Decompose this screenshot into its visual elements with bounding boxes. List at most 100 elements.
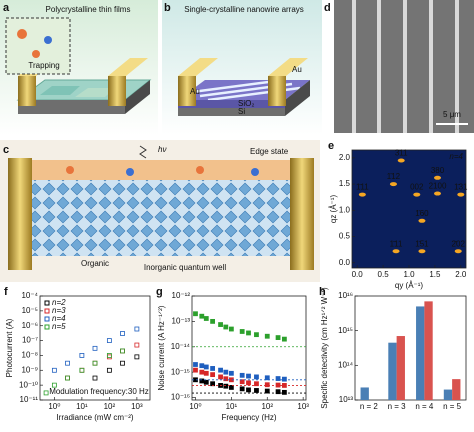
marker [239, 386, 245, 392]
marker [246, 380, 251, 386]
diffraction-spot [434, 191, 441, 196]
marker [79, 353, 85, 358]
marker [193, 311, 198, 317]
legend-label: n=5 [52, 322, 66, 331]
marker [203, 364, 209, 370]
panel-label: d [324, 2, 331, 14]
panel-label: e [328, 140, 334, 152]
marker [281, 389, 287, 395]
x-axis-label: Frequency (Hz) [221, 413, 276, 422]
spot-label: 2̄02 [452, 239, 466, 248]
marker [228, 385, 234, 390]
substrate-side [125, 80, 150, 114]
electrode [290, 158, 314, 270]
plot-background [352, 150, 466, 268]
electrode-top [178, 58, 218, 76]
spot-label: 1̄51 [415, 239, 429, 248]
marker [92, 375, 98, 381]
x-tick-label: 10² [261, 402, 273, 411]
nanowire [455, 0, 459, 133]
marker [254, 381, 259, 387]
plot-frame [39, 295, 151, 401]
y-tick-label: 10¹⁵ [338, 326, 353, 335]
layer-label: Si [238, 107, 245, 116]
y-tick-label: 2.0 [339, 153, 351, 162]
plot-frame [191, 295, 307, 401]
y-tick-label: 10⁻¹⁶ [171, 393, 190, 402]
diffraction-spot [358, 192, 366, 197]
marker [281, 376, 287, 382]
marker [134, 342, 140, 348]
marker [92, 360, 98, 366]
diffraction-spot [389, 182, 397, 187]
legend-marker [44, 316, 50, 322]
x-tick-label: 10³ [131, 402, 143, 411]
panel-label: a [3, 2, 10, 14]
bar [360, 387, 369, 400]
light-wave [139, 145, 147, 159]
organic-label: Organic [81, 259, 109, 268]
diffraction-spot [454, 249, 462, 254]
marker [92, 345, 98, 351]
marker [210, 372, 216, 378]
bar [452, 379, 461, 400]
spot-label: 2100 [429, 182, 447, 191]
marker [254, 374, 259, 380]
diffraction-spot [413, 192, 421, 197]
x-tick-label: 10³ [297, 402, 309, 411]
x-tick-label: 1.0 [403, 270, 415, 279]
y-tick-label: 10¹⁴ [338, 360, 354, 369]
marker [65, 375, 70, 381]
marker [203, 370, 209, 376]
panel-title: Single-crystalline nanowire arrays [184, 5, 304, 14]
marker [275, 382, 281, 388]
marker [254, 388, 259, 393]
bar [396, 336, 405, 400]
marker [199, 313, 205, 319]
y-tick-label: 10⁻⁴ [21, 291, 38, 300]
bar [416, 306, 425, 400]
x-tick-label: n = 3 [388, 402, 407, 411]
marker [223, 383, 229, 389]
y-tick-label: 10⁻⁹ [21, 365, 38, 374]
diffraction-spot [418, 218, 426, 223]
y-axis-label: Specific detectivity (cm Hz¹ᐟ² W⁻¹) [320, 287, 329, 409]
marker [199, 369, 205, 375]
marker [275, 389, 281, 395]
diffraction-spot [418, 249, 426, 254]
y-tick-label: 10⁻⁶ [22, 321, 38, 330]
marker [281, 336, 287, 342]
x-axis-label: Irradiance (mW cm⁻²) [56, 413, 133, 422]
electrode-label: Au [292, 65, 302, 74]
electrode [268, 76, 286, 106]
electrode [8, 158, 32, 270]
panel-a: a Polycrystalline thin films Trapping [0, 0, 158, 135]
panel-d: 5 μm d [324, 0, 474, 133]
nanowire [352, 0, 356, 133]
plot-frame [354, 295, 467, 401]
marker [228, 370, 234, 376]
electrode [18, 76, 36, 106]
x-tick-label: n = 5 [443, 402, 462, 411]
marker [120, 348, 125, 354]
marker [79, 367, 85, 373]
edge-label: Edge state [250, 147, 289, 156]
panel-b: b Single-crystalline nanowire arrays Au … [162, 0, 322, 135]
x-tick-label: n = 2 [360, 402, 379, 411]
panel-label: c [3, 144, 9, 156]
marker [106, 367, 112, 373]
marker [120, 360, 125, 366]
legend-label: n=4 [52, 314, 66, 323]
marker [106, 354, 112, 360]
organic-layer [30, 160, 292, 180]
marker [264, 333, 270, 339]
x-tick-label: 10⁰ [48, 402, 60, 411]
marker [193, 367, 198, 373]
grain [40, 86, 80, 95]
marker [281, 383, 287, 388]
marker [254, 332, 259, 338]
carrier [251, 168, 259, 176]
marker [79, 367, 85, 373]
y-tick-label: 10⁻¹⁴ [171, 342, 191, 351]
